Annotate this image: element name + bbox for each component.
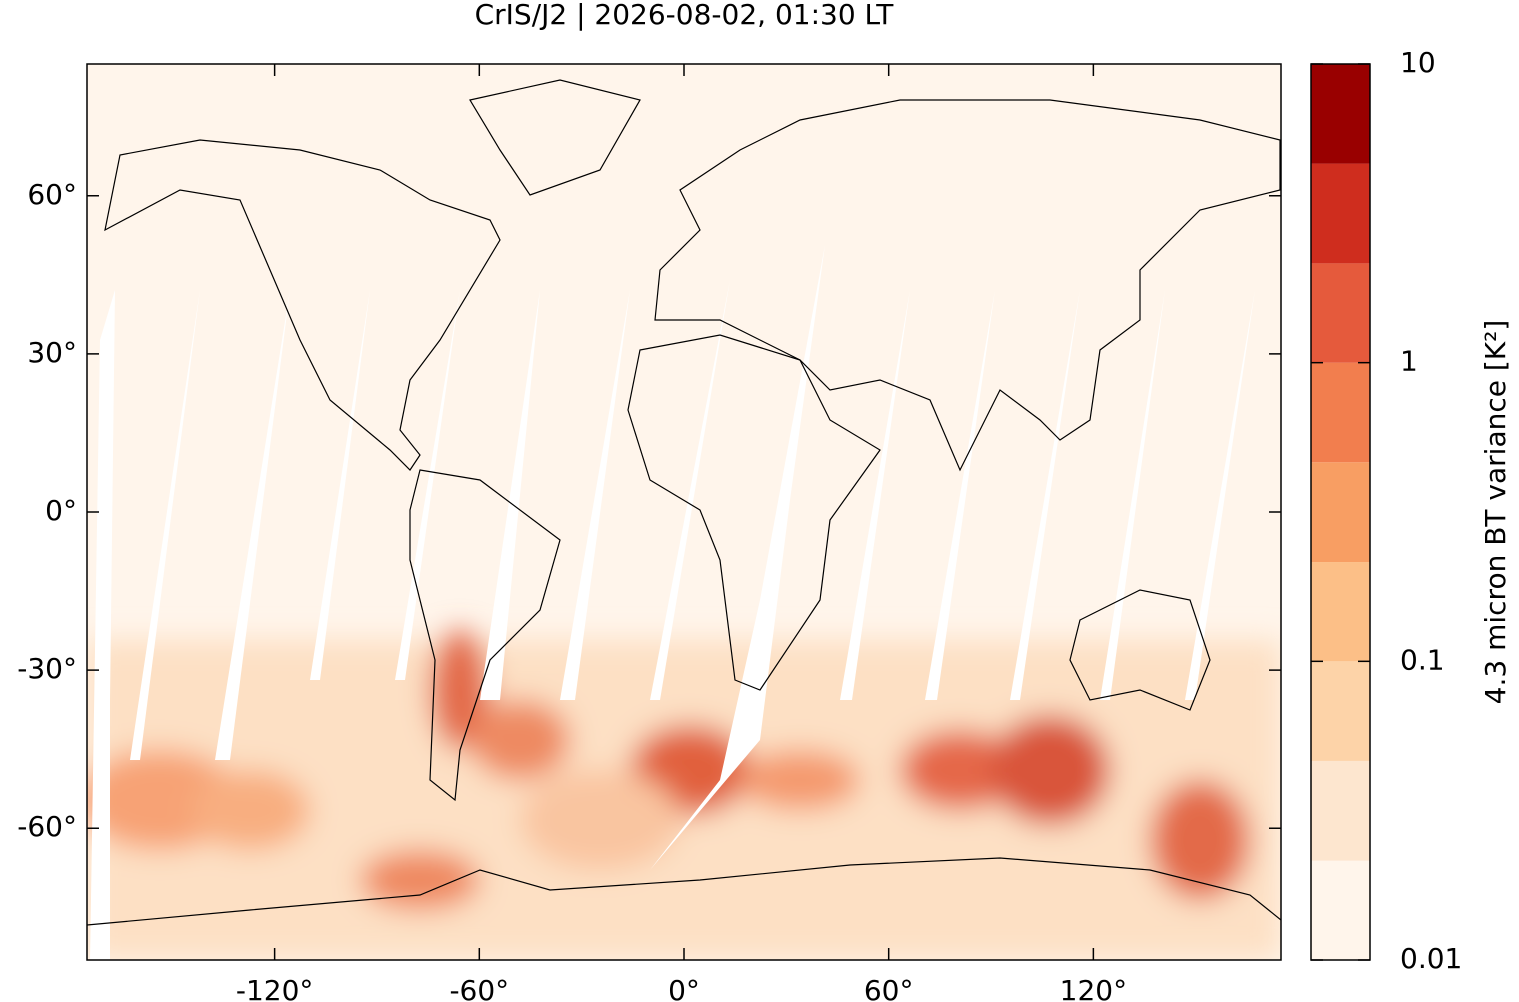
colorbar-band — [1311, 163, 1370, 264]
y-tick-label: -30° — [17, 652, 77, 685]
colorbar-tick-label: 0.1 — [1400, 643, 1445, 676]
colorbar-frame — [1310, 63, 1371, 961]
x-tick-label: 120° — [1060, 974, 1127, 1002]
x-tick-label: -120° — [236, 974, 314, 1002]
colorbar-tick-label: 1 — [1400, 345, 1418, 378]
y-tick-label: 30° — [27, 336, 77, 369]
y-tick-label: -60° — [17, 810, 77, 843]
colorbar-band — [1311, 661, 1370, 761]
colorbar-band — [1311, 263, 1370, 363]
x-tick-label: -60° — [449, 974, 509, 1002]
colorbar-band — [1311, 362, 1370, 463]
y-tick-label: 0° — [45, 494, 77, 527]
colorbar — [1311, 64, 1370, 960]
colorbar-band — [1311, 760, 1370, 861]
y-tick-label: 60° — [27, 178, 77, 211]
coastlines — [87, 79, 1281, 926]
colorbar-band — [1311, 860, 1370, 960]
colorbar-band — [1311, 64, 1370, 164]
map-field — [87, 64, 1281, 960]
colorbar-tick-label: 10 — [1400, 46, 1436, 79]
colorbar-label: 4.3 micron BT variance [K²] — [1479, 320, 1512, 705]
colorbar-tick-label: 0.01 — [1400, 942, 1462, 975]
colorbar-band — [1311, 562, 1370, 662]
x-tick-label: 0° — [668, 974, 700, 1002]
swath-gaps — [90, 245, 1255, 960]
x-tick-label: 60° — [864, 974, 914, 1002]
colorbar-band — [1311, 462, 1370, 563]
chart-title: CrIS/J2 | 2026-08-02, 01:30 LT — [475, 0, 895, 31]
